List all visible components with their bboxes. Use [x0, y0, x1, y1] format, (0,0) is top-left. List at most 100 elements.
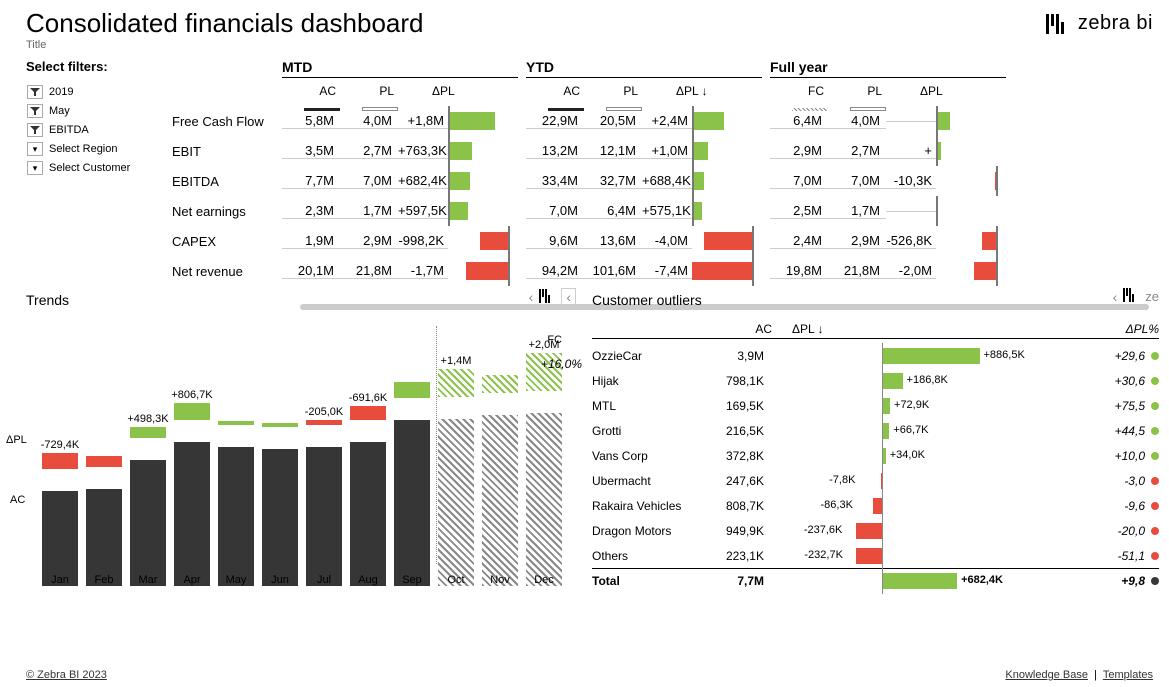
delta-bar-pos [450, 172, 470, 190]
trend-delta-bar [218, 421, 254, 426]
kpi-pl-value: 101,6M [584, 263, 642, 279]
kpi-pl-value: 32,7M [584, 173, 642, 189]
zebra-bars-icon [1044, 14, 1072, 34]
filters-panel: Select filters: 2019 May EBITDA ▾ Select… [26, 59, 162, 286]
outlier-row: Ubermacht 247,6K -7,8K -3,0 [592, 468, 1159, 493]
funnel-icon [27, 123, 43, 137]
outlier-pct: -20,0 [1085, 524, 1145, 538]
col-dpl[interactable]: ΔPL ↓ [772, 322, 992, 336]
outlier-delta-label: +186,8K [907, 374, 948, 386]
outlier-pct: -3,0 [1085, 474, 1145, 488]
filter-2019[interactable]: 2019 [26, 84, 162, 100]
kpi-block-title: MTD [282, 59, 518, 78]
outlier-dot-icon [1151, 402, 1159, 410]
trend-bar-ac [394, 420, 430, 586]
trend-month-label: Jun [262, 574, 298, 586]
outliers-title: Customer outliers [592, 292, 1159, 308]
outlier-dot-icon [1151, 552, 1159, 560]
trend-bar-ac [174, 442, 210, 586]
outlier-pct: +10,0 [1085, 449, 1145, 463]
trend-bar-ac [42, 491, 78, 586]
outlier-dot-icon [1151, 427, 1159, 435]
kpi-pl-value: 2,7M [828, 143, 886, 159]
zebra-mini-icon [1121, 288, 1141, 305]
outlier-dot-icon [1151, 452, 1159, 460]
kpi-ac-value: 1,9M [282, 233, 340, 249]
outlier-pct: +75,5 [1085, 399, 1145, 413]
trend-month-label: Dec [526, 574, 562, 586]
kpi-row: 33,4M 32,7M +688,4K [526, 166, 762, 196]
outlier-dot-icon [1151, 352, 1159, 360]
outlier-dot-icon [1151, 477, 1159, 485]
kpi-ac-value: 7,0M [770, 173, 828, 189]
kpi-row: 2,4M 2,9M -526,8K [770, 226, 1006, 256]
chevron-left-icon[interactable]: ‹ [1113, 289, 1118, 305]
trend-month-label: Jan [42, 574, 78, 586]
templates-link[interactable]: Templates [1103, 669, 1153, 681]
col-header-delta[interactable]: ΔPL [886, 82, 1006, 106]
col-header-delta[interactable]: ΔPL [398, 82, 518, 106]
outlier-delta-label: +886,5K [984, 349, 1025, 361]
delta-bar-pos [450, 202, 468, 220]
outlier-pct: +30,6 [1085, 374, 1145, 388]
trend-bar-fc [526, 413, 562, 586]
collapse-icon[interactable]: ‹ [561, 288, 576, 306]
trend-month-label: Mar [130, 574, 166, 586]
filter-may[interactable]: May [26, 103, 162, 119]
trend-month-label: Oct [438, 574, 474, 586]
chevron-left-icon[interactable]: ‹ [529, 289, 534, 305]
trend-delta-bar [262, 423, 298, 427]
outlier-bar-pos [882, 398, 890, 414]
outlier-name: Total [592, 574, 712, 588]
outlier-ac: 372,8K [712, 449, 772, 463]
dpl-axis-label: ΔPL [6, 434, 27, 446]
delta-bar-neg [466, 262, 508, 280]
filter-label: Select Region [49, 143, 118, 155]
funnel-icon [27, 85, 43, 99]
copyright-link[interactable]: © Zebra BI 2023 [26, 669, 107, 681]
trend-delta-bar [42, 453, 78, 468]
outlier-ac: 216,5K [712, 424, 772, 438]
kb-link[interactable]: Knowledge Base [1005, 669, 1088, 681]
kpi-delta-value: -7,4M [642, 263, 692, 279]
col-header-pl: PL [828, 82, 886, 106]
delta-bar-pos [694, 142, 708, 160]
filter-label: EBITDA [49, 124, 89, 136]
outlier-bar-pos [882, 373, 903, 389]
kpi-row: 9,6M 13,6M -4,0M [526, 226, 762, 256]
trend-month-label: Jul [306, 574, 342, 586]
kpi-pl-value: 20,5M [584, 113, 642, 129]
filter-select-customer[interactable]: ▾ Select Customer [26, 160, 162, 176]
outlier-delta-label: -232,7K [804, 549, 843, 561]
kpi-delta-value: +688,4K [642, 173, 692, 189]
trend-ac-label: 9,3M [438, 401, 474, 413]
kpi-ac-value: 19,8M [770, 263, 828, 279]
outlier-name: MTL [592, 399, 712, 413]
kpi-pl-value: 2,7M [340, 143, 398, 159]
filter-select-region[interactable]: ▾ Select Region [26, 141, 162, 157]
col-header-delta[interactable]: ΔPL ↓ [642, 82, 762, 106]
trend-delta-bar [394, 382, 430, 398]
outlier-delta-label: -86,3K [821, 499, 853, 511]
kpi-delta-value: + [886, 143, 936, 159]
kpi-full-year: Full year FC PL ΔPL 6,4M 4,0M 2,9M 2,7M … [770, 59, 1006, 286]
filter-ebitda[interactable]: EBITDA [26, 122, 162, 138]
outlier-dot-icon [1151, 502, 1159, 510]
kpi-pl-value: 7,0M [828, 173, 886, 189]
kpi-row-label: CAPEX [172, 234, 282, 249]
outlier-bar-neg [856, 548, 882, 564]
delta-bar-neg [692, 262, 752, 280]
outlier-delta-label: +72,9K [894, 399, 929, 411]
outlier-delta-label: +682,4K [961, 574, 1003, 586]
outlier-pct: +29,6 [1085, 349, 1145, 363]
col-header-pl: PL [340, 82, 398, 106]
ac-axis-label: AC [10, 494, 25, 506]
outlier-delta-label: -7,8K [829, 474, 855, 486]
trend-ac-label: 5,3M [42, 473, 78, 485]
trend-delta-bar [438, 369, 474, 396]
outlier-delta-label: +34,0K [890, 449, 925, 461]
footer: © Zebra BI 2023 Knowledge Base | Templat… [0, 669, 1169, 681]
kpi-row: 2,9M 2,7M + [770, 136, 1006, 166]
kpi-delta-value: -1,7M [398, 263, 448, 279]
outlier-ac: 3,9M [712, 349, 772, 363]
